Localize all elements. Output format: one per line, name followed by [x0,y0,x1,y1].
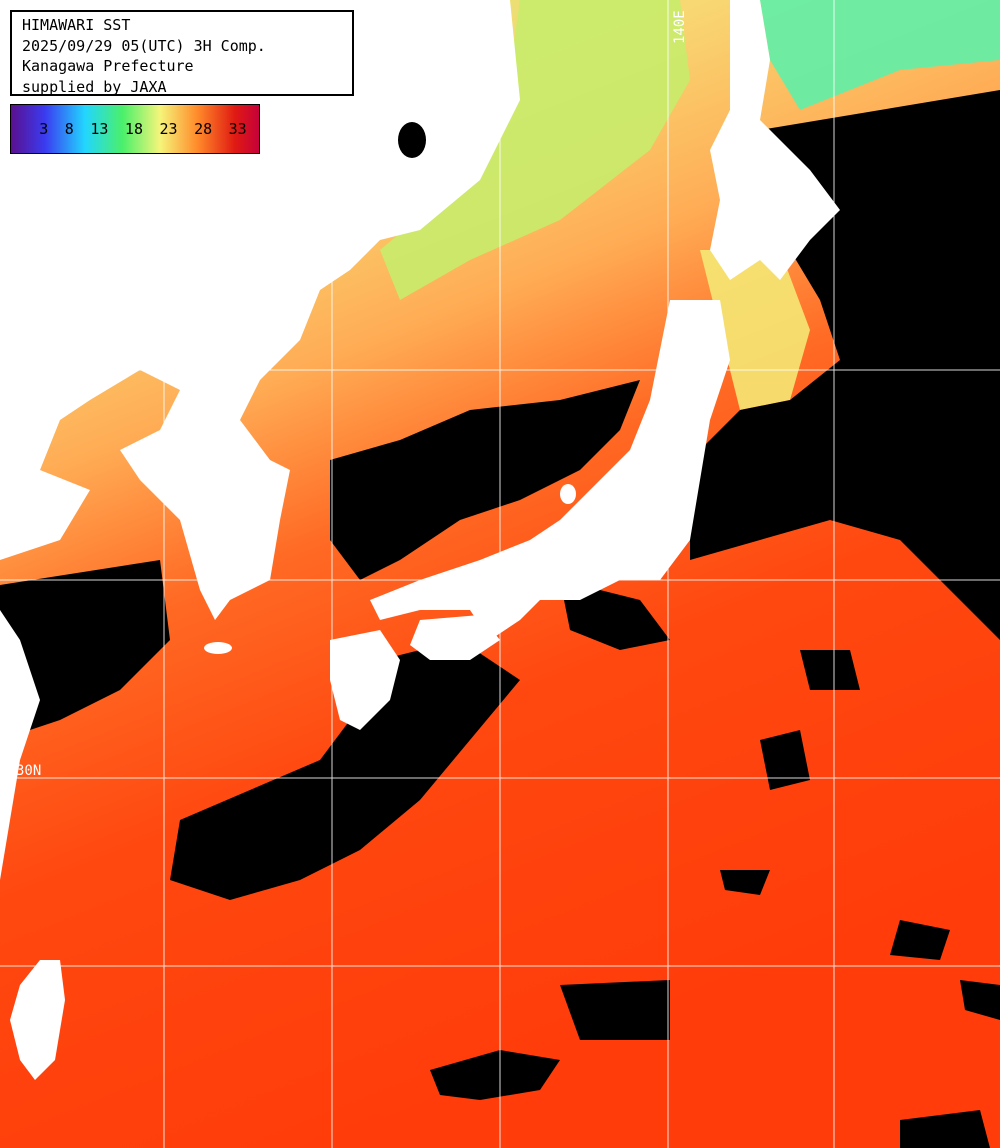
shandong [0,470,90,560]
lat-label-30n: 30N [16,763,41,779]
legend-label: 28 [194,120,213,138]
legend-label: 18 [124,120,143,138]
lat-label-40n: 40N [16,355,41,371]
kyushu [330,630,400,730]
sado-island [560,484,576,504]
legend-label: 3 [39,120,49,138]
cheju-island [204,642,232,654]
sakhalin-tip [398,122,426,158]
legend-labels: 3 8 13 18 23 28 33 [11,105,259,153]
cloud-mask [0,90,1000,1148]
lon-label-140e: 140E [672,10,688,44]
cold-water-okhotsk [760,0,1000,110]
legend-label: 8 [64,120,74,138]
map-title: HIMAWARI SST [22,16,131,34]
mainland-asia [0,0,520,620]
map-timestamp: 2025/09/29 05(UTC) 3H Comp. [22,36,266,55]
map-region: Kanagawa Prefecture [22,57,194,75]
hokkaido [710,0,840,280]
info-box: HIMAWARI SST 2025/09/29 05(UTC) 3H Comp.… [10,10,354,96]
temperature-legend: 3 8 13 18 23 28 33 [10,104,260,154]
shikoku [410,615,500,660]
legend-label: 13 [90,120,109,138]
legend-colorbar [10,104,260,154]
land [0,0,840,1080]
taiwan [10,960,65,1080]
honshu [370,300,730,640]
cold-water-north [380,0,690,300]
map-credit: supplied by JAXA [22,77,167,96]
legend-label: 23 [159,120,178,138]
china-coast [0,610,40,880]
legend-label: 33 [228,120,247,138]
